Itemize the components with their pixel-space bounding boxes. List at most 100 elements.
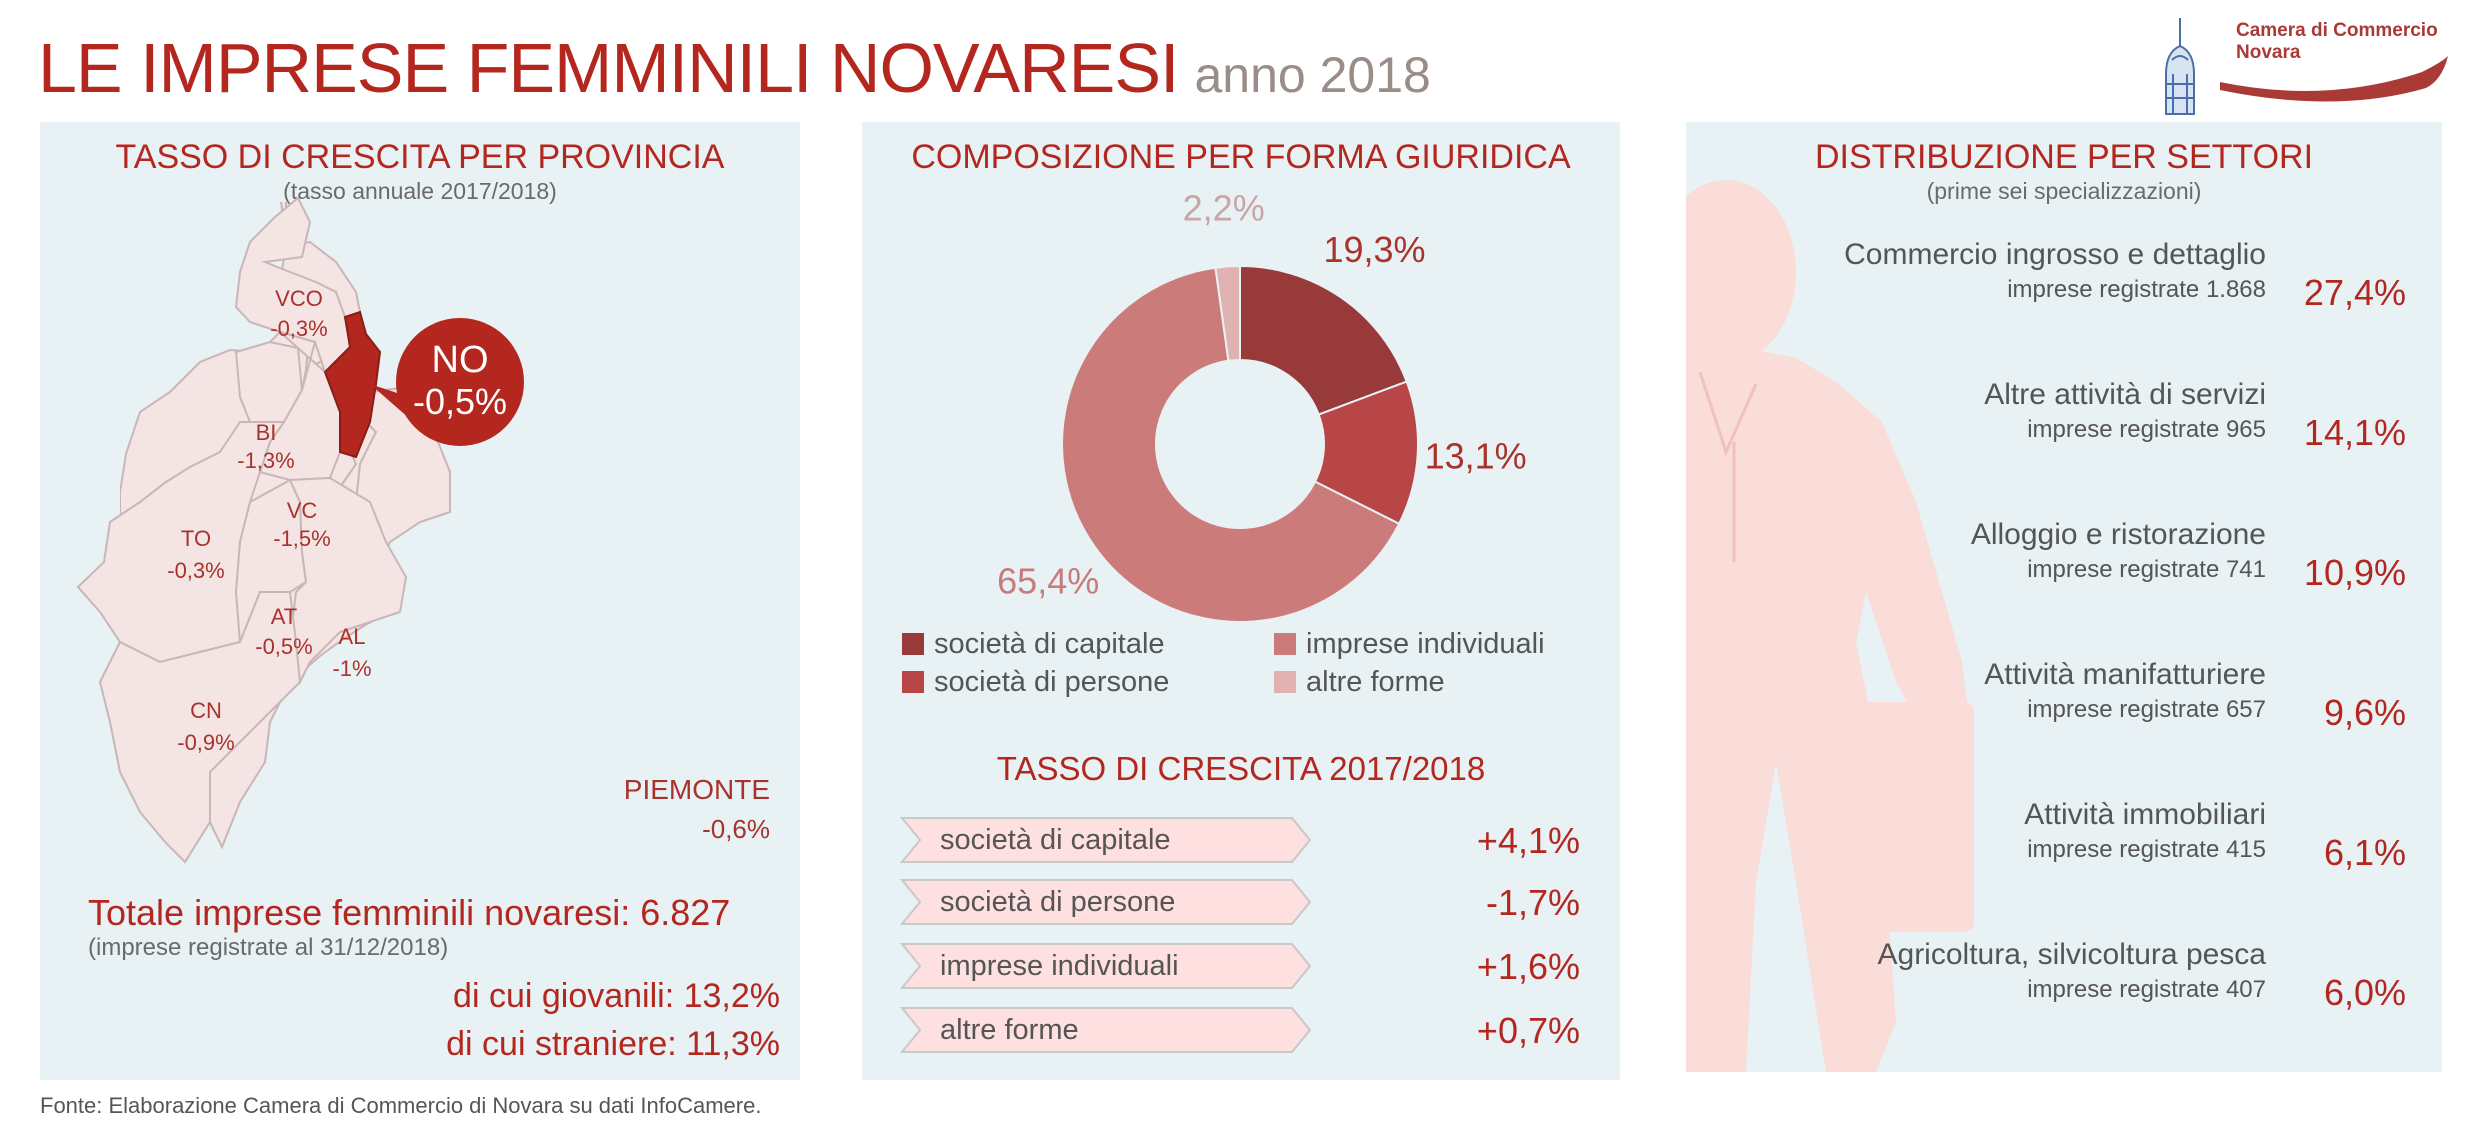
legend-swatch-capitale [902,633,924,655]
sectors-panel: DISTRIBUZIONE PER SETTORI (prime sei spe… [1686,122,2442,1072]
region-name: PIEMONTE [623,774,770,805]
main-title: LE IMPRESE FEMMINILI NOVARESI [38,29,1179,107]
label-vc-value: -1,5% [273,526,330,551]
legend-swatch-individuali [1274,633,1296,655]
sector-item: Commercio ingrosso e dettaglio imprese r… [1686,238,2266,304]
label-vc-code: VC [287,498,318,523]
donut-slice [1214,264,1241,362]
province-growth-panel: TASSO DI CRESCITA PER PROVINCIA (tasso a… [40,122,800,1080]
sectors-panel-subtitle: (prime sei specializzazioni) [1926,178,2202,204]
legend-item-persone: società di persone [902,666,1169,699]
growth-arrow-shape [900,817,1312,863]
total-note: (imprese registrate al 31/12/2018) [88,934,449,961]
sector-registered: imprese registrate 1.868 [2007,276,2266,303]
legend-label-individuali: imprese individuali [1306,628,1545,660]
chamber-logo: Camera di Commercio Novara [2136,12,2454,122]
sector-registered: imprese registrate 415 [2027,836,2266,863]
label-at-code: AT [271,604,297,629]
donut-slice-label: 19,3% [1323,229,1425,270]
donut-slices [1061,264,1419,623]
title-year: anno 2018 [1194,47,1431,103]
woman-silhouette-icon [1686,180,1974,1072]
legal-panel-title: COMPOSIZIONE PER FORMA GIURIDICA [911,138,1571,176]
growth-value: +1,6% [1476,946,1580,987]
donut-slice-label: 2,2% [1183,188,1265,229]
sector-name: Attività manifatturiere [1984,658,2266,691]
sector-item: Alloggio e ristorazione imprese registra… [1686,518,2266,584]
label-bi-code: BI [256,420,277,445]
growth-value: +0,7% [1476,1010,1580,1051]
sector-name: Commercio ingrosso e dettaglio [1844,238,2266,271]
sectors-panel-title: DISTRIBUZIONE PER SETTORI [1814,138,2314,176]
growth-label: altre forme [940,1014,1079,1046]
label-cn-value: -0,9% [177,730,234,755]
province-shape-no [323,310,382,459]
sector-item: Attività manifatturiere imprese registra… [1686,658,2266,724]
region-value: -0,6% [702,814,770,844]
sector-percent: 6,1% [2323,832,2406,873]
legend-item-individuali: imprese individuali [1274,628,1545,661]
growth-title: TASSO DI CRESCITA 2017/2018 [996,750,1486,787]
growth-arrow-shape [900,879,1312,925]
sector-item: Attività immobiliari imprese registrate … [1686,798,2266,864]
growth-label: imprese individuali [940,950,1179,982]
legend-label-capitale: società di capitale [934,628,1165,660]
young-share: di cui giovanili: 13,2% [453,977,780,1015]
growth-arrow-shape [900,943,1312,989]
callout-code: NO [432,339,489,381]
sector-percent: 6,0% [2323,972,2406,1013]
growth-label: società di persone [940,886,1176,918]
dome-icon [2165,18,2448,115]
legend-swatch-persone [902,671,924,693]
logo-text-line1: Camera di Commercio [2236,20,2438,41]
donut-labels: 19,3% 13,1% 65,4% 2,2% [997,188,1527,602]
label-al-code: AL [339,624,366,649]
label-al-value: -1% [332,656,371,681]
label-at-value: -0,5% [255,634,312,659]
sector-registered: imprese registrate 741 [2027,556,2266,583]
legal-form-donut: 19,3% 13,1% 65,4% 2,2% [997,188,1527,623]
province-labels-layer: NO -0,5% VCO -0,3% BI -1,3% VC -1,5% TO … [76,196,524,864]
label-bi-value: -1,3% [237,448,294,473]
sector-percent: 27,4% [2303,272,2406,313]
sector-name: Altre attività di servizi [1984,378,2266,411]
map-panel-title: TASSO DI CRESCITA PER PROVINCIA [115,138,725,176]
sector-percent: 9,6% [2323,692,2406,733]
province-shape-vco [234,196,352,374]
callout-value: -0,5% [413,381,507,422]
label-vco-code: VCO [275,286,323,311]
map-panel-subtitle: (tasso annuale 2017/2018) [283,178,557,204]
sector-name: Attività immobiliari [2024,798,2266,831]
sector-percent: 14,1% [2303,412,2406,453]
legend-swatch-altre [1274,671,1296,693]
sector-registered: imprese registrate 965 [2027,416,2266,443]
label-to-value: -0,3% [167,558,224,583]
sector-item: Agricoltura, silvicoltura pesca imprese … [1686,938,2267,1004]
sector-percent: 10,9% [2303,552,2406,593]
growth-value: +4,1% [1476,820,1580,861]
growth-label: società di capitale [940,824,1171,856]
legend-label-persone: società di persone [934,666,1170,698]
label-vco-value: -0,3% [270,316,327,341]
legend-label-altre: altre forme [1306,666,1445,698]
page-title: LE IMPRESE FEMMINILI NOVARESI anno 2018 [38,28,1431,108]
donut-slice [1061,266,1401,623]
logo-text-line2: Novara [2236,42,2301,63]
novara-callout: NO -0,5% [370,318,524,446]
sector-name: Alloggio e ristorazione [1970,518,2266,551]
sector-registered: imprese registrate 407 [2027,976,2266,1003]
growth-arrow-shape [900,1007,1312,1053]
label-cn-code: CN [190,698,222,723]
sector-name: Agricoltura, silvicoltura pesca [1877,938,2267,971]
sector-item: Altre attività di servizi imprese regist… [1686,378,2266,444]
source-note: Fonte: Elaborazione Camera di Commercio … [40,1093,762,1118]
donut-slice-label: 65,4% [997,561,1099,602]
label-to-code: TO [181,526,211,551]
province-shape-al [288,476,408,685]
sector-registered: imprese registrate 657 [2027,696,2266,723]
growth-value: -1,7% [1485,882,1580,923]
province-shape-cn [98,591,302,864]
donut-slice-label: 13,1% [1425,436,1527,477]
legend-item-capitale: società di capitale [902,628,1165,661]
donut-slice [1239,264,1408,416]
